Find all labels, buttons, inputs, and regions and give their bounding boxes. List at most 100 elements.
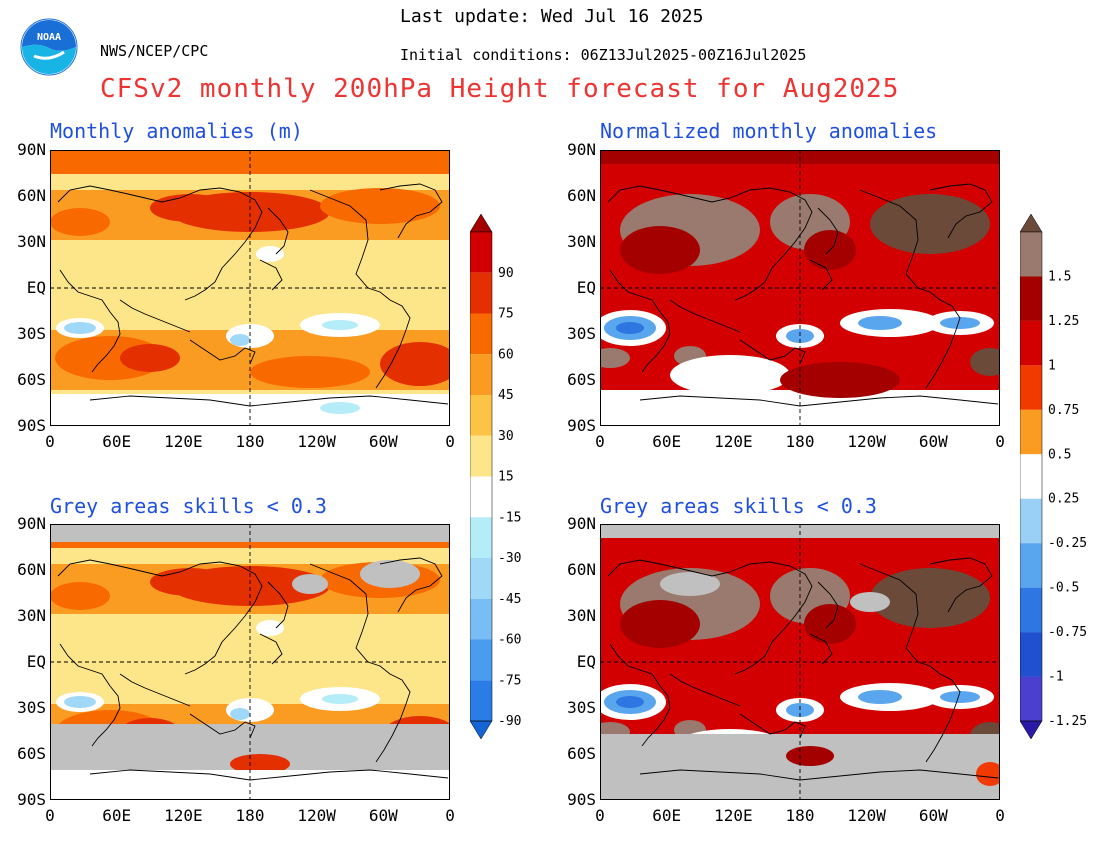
colorbar-label-7: -0.5 — [1048, 581, 1079, 596]
norm-white-5 — [670, 355, 790, 395]
colorbar-label-8: -45 — [498, 592, 521, 607]
colorbar-label-6: -15 — [498, 510, 521, 525]
colorbar-bottom-arrow — [1019, 720, 1043, 740]
coastline-3 — [739, 713, 806, 739]
lat-label-tr-6: 90S — [567, 416, 596, 435]
skill-mask-2 — [292, 574, 328, 594]
colorbar-frame — [469, 231, 493, 722]
coastline-0 — [57, 185, 263, 301]
lon-label-bl-0: 0 — [45, 806, 55, 825]
colorbar-right: 1.5 1.25 1 0.75 0.5 0.25 -0.25 -0.5 -0.75 -1 -1.25… — [1019, 213, 1090, 773]
lat-label-bl-5: 60S — [17, 744, 46, 763]
anom-blob-sh-3 — [380, 342, 450, 386]
lat-label-tr-0: 90N — [567, 140, 596, 159]
norm-brown-3 — [870, 568, 990, 628]
lon-label-bl-4: 120W — [297, 806, 336, 825]
norm-red-sh — [780, 362, 900, 398]
panel-title-top-right: Normalized monthly anomalies — [600, 119, 938, 143]
lat-label-tr-4: 30S — [567, 324, 596, 343]
map-normalized-skill-masked — [600, 524, 1000, 800]
coastline-5 — [309, 189, 411, 389]
noaa-logo-icon: NOAA — [20, 18, 78, 76]
coastline-1 — [609, 269, 671, 373]
colorbar-canvas: 1.5 1.25 1 0.75 0.5 0.25 -0.25 -0.5 -0.75 -1 -1.25… — [1019, 213, 1087, 773]
norm-blue-1b — [616, 696, 644, 708]
anom-blob-white-nh — [256, 246, 284, 262]
colorbar-label-5: 15 — [498, 470, 514, 485]
noaa-logo: NOAA — [20, 18, 78, 76]
norm-blue-4 — [940, 691, 980, 703]
logo-text: NOAA — [37, 32, 61, 43]
lat-label-tl-2: 30N — [17, 232, 46, 251]
anom-neg-3 — [322, 694, 358, 704]
norm-red-1 — [620, 600, 700, 648]
lon-label-tl-1: 60E — [102, 432, 132, 451]
coastline-1 — [59, 643, 121, 747]
colorbar-swatch-3 — [470, 313, 492, 355]
lat-label-tr-2: 30N — [567, 232, 596, 251]
coastline-0 — [607, 559, 813, 675]
norm-blue-3 — [858, 316, 902, 330]
org-label: NWS/NCEP/CPC — [100, 42, 209, 60]
lat-label-br-0: 90N — [567, 514, 596, 533]
colorbar-swatch-6 — [470, 435, 492, 477]
lon-label-bl-2: 120E — [164, 806, 203, 825]
lat-label-bl-1: 60N — [17, 560, 46, 579]
anom-neg-3 — [322, 320, 358, 330]
coastline-4 — [817, 581, 839, 629]
last-update: Last update: Wed Jul 16 2025 — [400, 6, 704, 27]
norm-visible-sh-2 — [976, 762, 1000, 786]
coastline-7 — [639, 395, 999, 407]
lat-label-br-3: EQ — [576, 652, 596, 671]
anom-blob-white-nh — [256, 620, 284, 636]
coastline-1 — [609, 643, 671, 747]
colorbar-swatch-2 — [1020, 276, 1042, 321]
colorbar-label-6: -0.25 — [1048, 536, 1087, 551]
norm-brown-3 — [870, 194, 990, 254]
coastline-8 — [259, 259, 283, 291]
colorbar-label-8: -0.75 — [1048, 625, 1087, 640]
colorbar-left: 90 75 60 45 30 15 -15 -30 -45 -60 -75 -90 — [469, 213, 530, 740]
coastline-0 — [57, 559, 263, 675]
coastline-1 — [59, 269, 121, 373]
colorbar-swatch-4 — [1020, 365, 1042, 410]
colorbar-swatch-9 — [1020, 587, 1042, 633]
coastline-6 — [929, 183, 993, 239]
colorbar-label-1: 1.25 — [1048, 314, 1079, 329]
colorbar-swatch-2 — [470, 272, 492, 314]
anom-neg-1 — [64, 322, 96, 334]
colorbar-label-7: -30 — [498, 551, 521, 566]
colorbar-canvas: 90 75 60 45 30 15 -15 -30 -45 -60 -75 -90 — [469, 213, 521, 740]
colorbar-swatch-7 — [470, 476, 492, 518]
coastline-5 — [309, 563, 411, 763]
anom-blob-sh-2 — [120, 344, 180, 372]
panel-title-bottom-right: Grey areas skills < 0.3 — [600, 494, 877, 518]
colorbar-label-5: 0.25 — [1048, 492, 1079, 507]
anom-neg-1 — [64, 696, 96, 708]
anom-neg-2 — [230, 708, 250, 720]
map-canvas — [600, 150, 1000, 426]
lat-label-tr-1: 60N — [567, 186, 596, 205]
colorbar-swatch-11 — [470, 639, 492, 681]
lon-label-bl-3: 180 — [235, 806, 265, 825]
coastline-0 — [607, 185, 813, 301]
colorbar-swatch-1 — [470, 232, 492, 273]
anom-neg-2 — [230, 334, 250, 346]
coastline-6 — [929, 557, 993, 613]
lon-label-tl-3: 180 — [235, 432, 265, 451]
coastline-3 — [739, 339, 806, 365]
lon-label-br-2: 120E — [714, 806, 753, 825]
lat-label-tl-3: EQ — [26, 278, 46, 297]
lat-label-tl-1: 60N — [17, 186, 46, 205]
anom-blob-sh-4 — [250, 356, 370, 388]
colorbar-swatch-11 — [1020, 676, 1042, 721]
norm-red-1 — [620, 226, 700, 274]
lat-label-tl-4: 30S — [17, 324, 46, 343]
map-monthly-anomalies — [50, 150, 450, 426]
colorbar-swatch-4 — [470, 354, 492, 395]
coastline-3 — [189, 713, 256, 739]
map-frame — [600, 150, 1000, 426]
norm-brown-6 — [970, 348, 1000, 376]
norm-visible-sh — [786, 746, 834, 766]
colorbar-swatch-9 — [470, 558, 492, 599]
